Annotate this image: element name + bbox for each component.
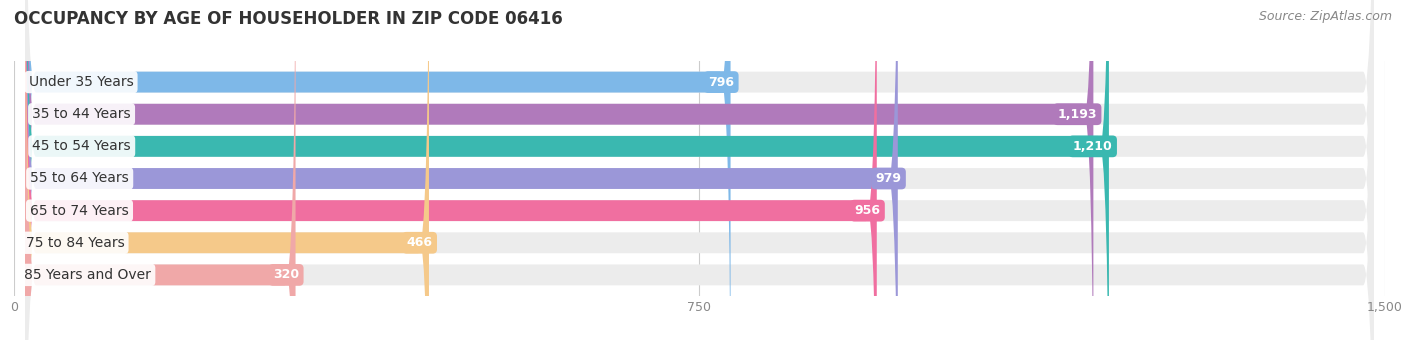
Text: 466: 466 — [406, 236, 433, 249]
Text: 979: 979 — [876, 172, 901, 185]
FancyBboxPatch shape — [25, 0, 1374, 340]
Text: 796: 796 — [709, 75, 734, 89]
Text: 1,210: 1,210 — [1073, 140, 1112, 153]
Text: 75 to 84 Years: 75 to 84 Years — [25, 236, 124, 250]
Text: 956: 956 — [855, 204, 880, 217]
Text: 35 to 44 Years: 35 to 44 Years — [32, 107, 131, 121]
FancyBboxPatch shape — [25, 0, 731, 340]
Text: 1,193: 1,193 — [1057, 108, 1097, 121]
Text: 320: 320 — [273, 268, 299, 282]
FancyBboxPatch shape — [25, 0, 1374, 340]
FancyBboxPatch shape — [25, 0, 1109, 340]
FancyBboxPatch shape — [25, 0, 1094, 340]
FancyBboxPatch shape — [25, 0, 877, 340]
FancyBboxPatch shape — [25, 0, 429, 340]
FancyBboxPatch shape — [25, 0, 1374, 340]
FancyBboxPatch shape — [25, 0, 1374, 340]
Text: 85 Years and Over: 85 Years and Over — [24, 268, 152, 282]
FancyBboxPatch shape — [25, 0, 1374, 340]
Text: 45 to 54 Years: 45 to 54 Years — [32, 139, 131, 153]
Text: 65 to 74 Years: 65 to 74 Years — [30, 204, 129, 218]
Text: Source: ZipAtlas.com: Source: ZipAtlas.com — [1258, 10, 1392, 23]
FancyBboxPatch shape — [25, 0, 1374, 340]
FancyBboxPatch shape — [25, 0, 898, 340]
FancyBboxPatch shape — [25, 0, 1374, 340]
Text: OCCUPANCY BY AGE OF HOUSEHOLDER IN ZIP CODE 06416: OCCUPANCY BY AGE OF HOUSEHOLDER IN ZIP C… — [14, 10, 562, 28]
FancyBboxPatch shape — [25, 0, 295, 340]
Text: 55 to 64 Years: 55 to 64 Years — [31, 171, 129, 186]
Text: Under 35 Years: Under 35 Years — [28, 75, 134, 89]
